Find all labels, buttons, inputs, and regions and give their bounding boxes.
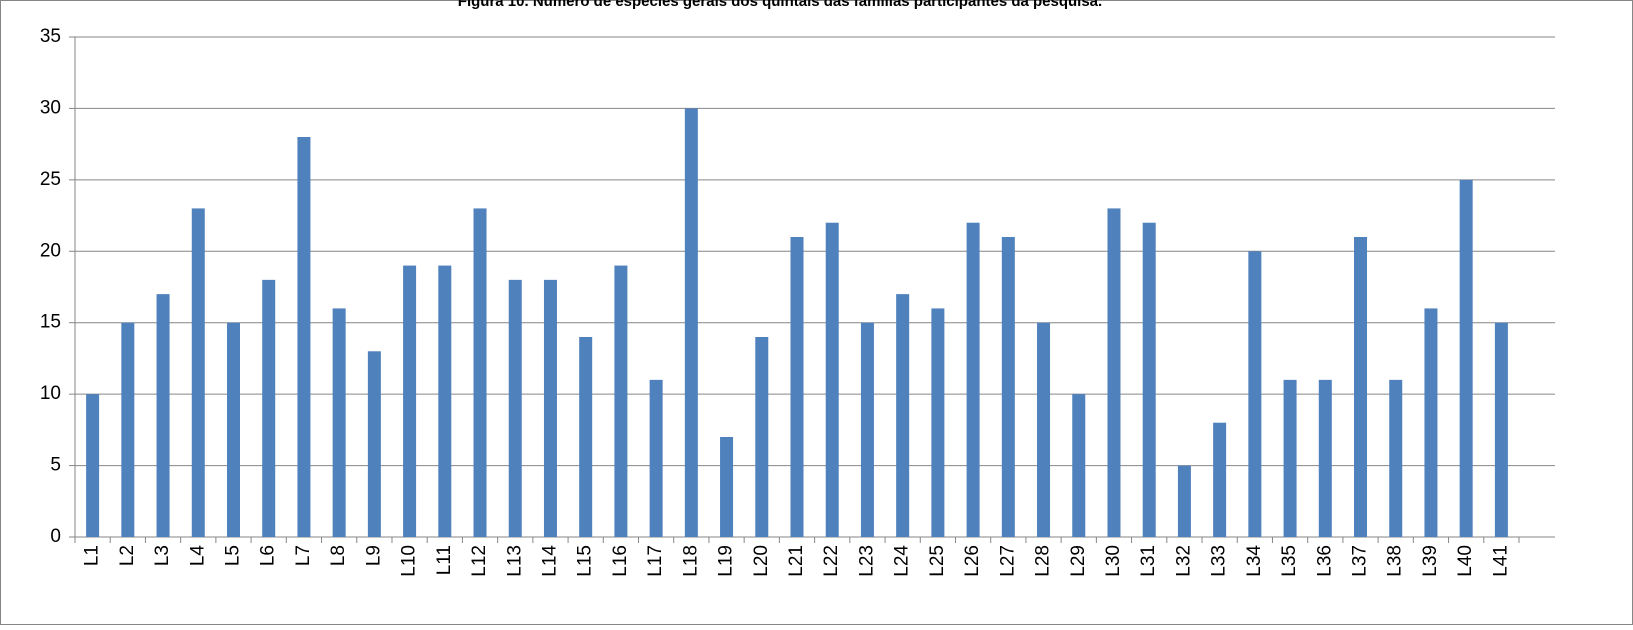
- bar: [966, 222, 980, 537]
- x-tick-label: L8: [328, 545, 349, 566]
- bar: [614, 265, 628, 537]
- x-tick-label: L40: [1455, 545, 1476, 577]
- bar: [649, 379, 663, 537]
- y-tick-label: 30: [40, 97, 61, 118]
- x-tick-label: L9: [363, 545, 384, 566]
- bar: [226, 322, 240, 537]
- x-tick-label: L28: [1033, 545, 1054, 577]
- bar: [1248, 251, 1262, 538]
- x-tick-label: L15: [575, 545, 596, 577]
- x-tick-label: L38: [1385, 545, 1406, 577]
- x-tick-label: L23: [856, 545, 877, 577]
- y-tick-label: 0: [50, 526, 61, 547]
- bar: [790, 237, 804, 537]
- bar: [1213, 422, 1227, 537]
- x-tick-label: L36: [1314, 545, 1335, 577]
- x-tick-label: L20: [751, 545, 772, 577]
- bar: [367, 351, 381, 537]
- x-tick-label: L4: [187, 545, 208, 567]
- bar: [191, 208, 205, 537]
- x-tick-label: L2: [117, 545, 138, 566]
- bar: [579, 337, 593, 537]
- x-tick-label: L14: [539, 545, 560, 577]
- x-tick-label: L29: [1068, 545, 1089, 577]
- bar: [1283, 379, 1297, 537]
- x-tick-label: L16: [610, 545, 631, 577]
- bar: [1037, 322, 1051, 537]
- y-tick-label: 10: [40, 383, 61, 404]
- bar: [1494, 322, 1508, 537]
- chart-title: Figura 10. Número de espécies gerais dos…: [458, 0, 1102, 10]
- x-tick-label: L37: [1350, 545, 1371, 577]
- bar: [262, 279, 276, 537]
- bar: [86, 394, 100, 537]
- x-tick-label: L18: [680, 545, 701, 577]
- x-tick-label: L11: [434, 545, 455, 575]
- x-tick-label: L35: [1279, 545, 1300, 577]
- bar: [1001, 237, 1015, 537]
- bar: [403, 265, 417, 537]
- x-tick-label: L3: [152, 545, 173, 566]
- x-tick-label: L31: [1138, 545, 1159, 577]
- y-tick-label: 15: [40, 312, 61, 333]
- y-tick-label: 20: [40, 240, 61, 261]
- bar: [720, 437, 734, 537]
- x-tick-label: L10: [399, 545, 420, 577]
- bar: [931, 308, 945, 537]
- x-tick-label: L25: [927, 545, 948, 577]
- x-tick-label: L7: [293, 545, 314, 566]
- x-tick-label: L12: [469, 545, 490, 577]
- bar: [825, 222, 839, 537]
- x-tick-label: L39: [1420, 545, 1441, 577]
- bar: [543, 279, 557, 537]
- x-tick-label: L26: [962, 545, 983, 577]
- bar: [332, 308, 346, 537]
- x-tick-label: L5: [223, 545, 244, 566]
- x-tick-label: L1: [82, 545, 103, 566]
- bar: [473, 208, 487, 537]
- x-tick-label: L19: [716, 545, 737, 577]
- bar: [1072, 394, 1086, 537]
- bar: [1107, 208, 1121, 537]
- bar: [1142, 222, 1156, 537]
- bar: [1424, 308, 1438, 537]
- x-tick-label: L34: [1244, 545, 1265, 577]
- bar: [121, 322, 135, 537]
- x-tick-label: L21: [786, 545, 807, 577]
- x-tick-label: L13: [504, 545, 525, 577]
- bar: [1389, 379, 1403, 537]
- bar: [1459, 179, 1473, 537]
- x-tick-label: L6: [258, 545, 279, 566]
- x-tick-label: L33: [1209, 545, 1230, 577]
- x-tick-label: L30: [1103, 545, 1124, 577]
- bar: [860, 322, 874, 537]
- x-tick-label: L22: [821, 545, 842, 577]
- y-tick-label: 5: [50, 455, 61, 476]
- x-tick-label: L41: [1490, 545, 1511, 577]
- bar: [1354, 237, 1368, 537]
- x-tick-label: L27: [997, 545, 1018, 577]
- bar: [684, 108, 698, 537]
- bar: [156, 294, 170, 537]
- bar: [896, 294, 910, 537]
- y-tick-label: 25: [40, 169, 61, 190]
- bar: [755, 337, 769, 537]
- bar: [438, 265, 452, 537]
- x-tick-label: L24: [892, 545, 913, 577]
- y-tick-label: 35: [40, 26, 61, 47]
- bar: [1318, 379, 1332, 537]
- x-tick-label: L17: [645, 545, 666, 577]
- bar: [508, 279, 522, 537]
- x-tick-label: L32: [1173, 545, 1194, 577]
- bar: [297, 137, 311, 537]
- bar: [1177, 465, 1191, 537]
